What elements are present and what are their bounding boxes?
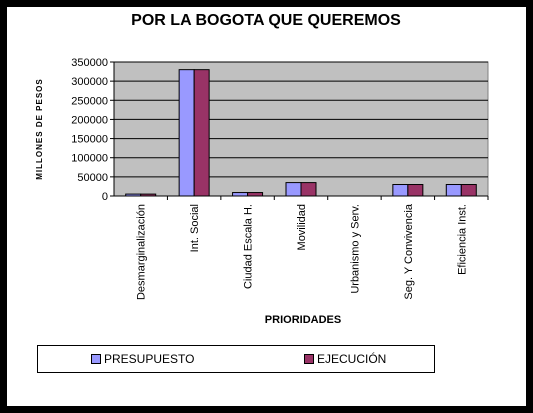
- x-tick-label: Movilidad: [296, 204, 308, 250]
- bar: [178, 69, 195, 197]
- bar: [140, 193, 157, 197]
- bar: [285, 182, 302, 197]
- legend-item-ejecucion: EJECUCIÓN: [304, 352, 386, 366]
- x-tick-label: Seg. Y Convivencia: [403, 203, 415, 299]
- bar: [247, 192, 264, 197]
- y-tick-label: 0: [102, 191, 108, 203]
- chart: POR LA BOGOTA QUE QUEREMOS 0 50000 100000 15…: [35, 12, 489, 326]
- y-tick-label: 250000: [71, 95, 108, 107]
- bar: [460, 184, 477, 197]
- bar: [300, 182, 317, 197]
- bar: [445, 184, 462, 197]
- x-tick-label: Int. Social: [189, 204, 201, 252]
- x-tick-label: Desmarginalización: [136, 204, 148, 300]
- legend-swatch-ejecucion: [304, 353, 314, 364]
- legend: PRESUPUESTO EJECUCIÓN: [37, 345, 435, 373]
- y-axis-title: MILLONES DE PESOS: [35, 78, 44, 179]
- bar: [407, 184, 424, 197]
- y-tick-label: 150000: [71, 134, 108, 146]
- plot-area: [113, 61, 489, 197]
- chart-frame: POR LA BOGOTA QUE QUEREMOS 0 50000 100000 15…: [7, 7, 526, 406]
- y-tick-label: 300000: [71, 76, 108, 88]
- y-tick-label: 100000: [71, 153, 108, 165]
- y-tick-label: 50000: [77, 172, 108, 184]
- x-tick-label: Ciudad Escala H.: [243, 204, 255, 289]
- bar: [193, 69, 210, 197]
- legend-swatch-presupuesto: [91, 353, 101, 364]
- x-tick-label: Eficiencia Inst.: [456, 204, 468, 275]
- x-axis-title: PRIORIDADES: [265, 314, 341, 326]
- chart-title: POR LA BOGOTA QUE QUEREMOS: [131, 12, 401, 29]
- x-tick-label: Urbanismo y Serv.: [349, 204, 361, 294]
- bar: [232, 192, 249, 197]
- legend-label-presupuesto: PRESUPUESTO: [104, 352, 195, 366]
- bar: [125, 193, 142, 197]
- bar: [392, 184, 409, 197]
- y-tick-label: 200000: [71, 114, 108, 126]
- y-tick-label: 350000: [71, 57, 108, 69]
- legend-item-presupuesto: PRESUPUESTO: [91, 352, 194, 366]
- legend-label-ejecucion: EJECUCIÓN: [317, 352, 387, 366]
